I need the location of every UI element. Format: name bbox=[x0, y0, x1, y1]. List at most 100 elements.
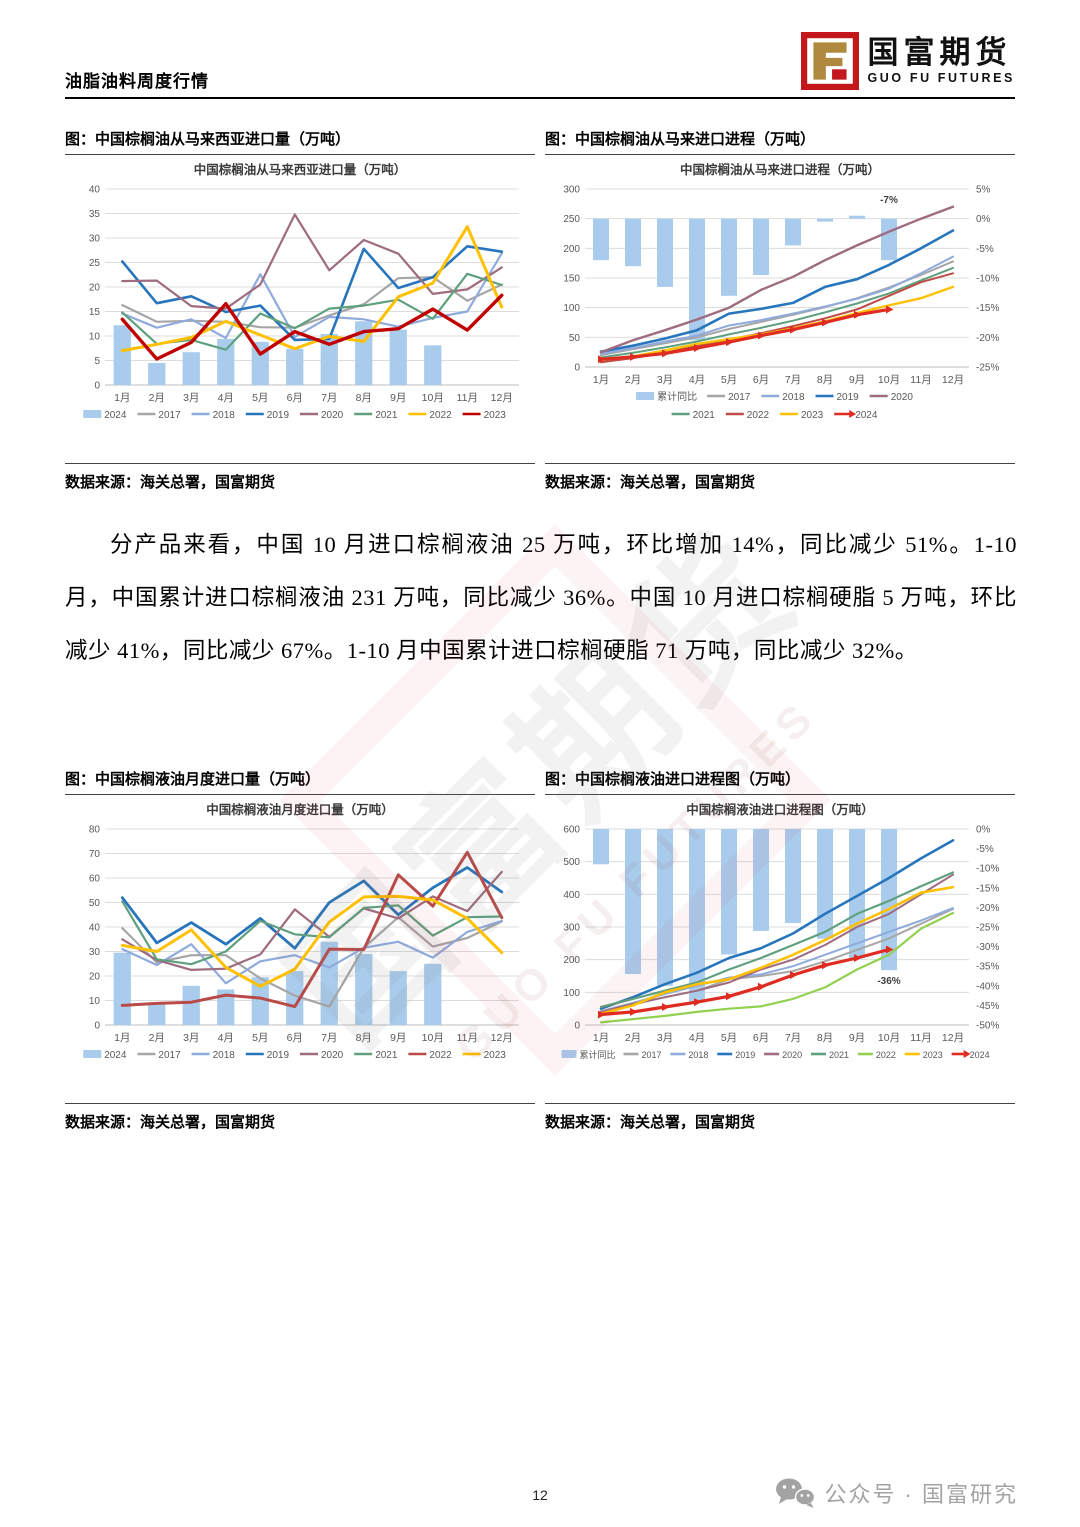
svg-text:400: 400 bbox=[563, 890, 580, 901]
svg-text:200: 200 bbox=[563, 244, 580, 255]
svg-text:9月: 9月 bbox=[849, 374, 865, 386]
svg-text:2024: 2024 bbox=[855, 410, 878, 421]
svg-text:2023: 2023 bbox=[484, 410, 507, 421]
svg-text:2020: 2020 bbox=[891, 392, 914, 403]
svg-text:6月: 6月 bbox=[287, 1032, 303, 1044]
svg-text:40: 40 bbox=[89, 923, 101, 934]
company-logo: 国富期货 GUO FU FUTURES bbox=[801, 32, 1015, 90]
svg-text:2023: 2023 bbox=[801, 410, 824, 421]
svg-text:50: 50 bbox=[89, 898, 101, 909]
chart-my-import-progress: 中国棕榈油从马来进口进程（万吨） 0 50 100 150 200 250 300 5% 0% -5… bbox=[545, 159, 1015, 459]
svg-text:3月: 3月 bbox=[657, 374, 673, 386]
svg-text:中国棕榈液油月度进口量（万吨）: 中国棕榈液油月度进口量（万吨） bbox=[206, 802, 394, 817]
svg-text:-20%: -20% bbox=[976, 903, 999, 914]
svg-text:5月: 5月 bbox=[721, 374, 737, 386]
svg-text:15: 15 bbox=[89, 307, 101, 318]
svg-text:2022: 2022 bbox=[429, 1050, 452, 1061]
analysis-paragraph: 分产品来看，中国 10 月进口棕榈液油 25 万吨，环比增加 14%，同比减少 … bbox=[65, 532, 1017, 663]
figure-title: 图：中国棕榈液油进口进程图（万吨） bbox=[545, 766, 1015, 795]
svg-text:1月: 1月 bbox=[114, 1032, 130, 1044]
wechat-icon bbox=[776, 1478, 816, 1508]
svg-text:10: 10 bbox=[89, 332, 101, 343]
svg-text:3月: 3月 bbox=[183, 1032, 199, 1044]
svg-text:5月: 5月 bbox=[721, 1032, 737, 1044]
svg-text:中国棕榈油从马来西亚进口量（万吨）: 中国棕榈油从马来西亚进口量（万吨） bbox=[194, 162, 407, 177]
figure-palm-olein-cumulative: 图：中国棕榈液油进口进程图（万吨） 中国棕榈液油进口进程图（万吨） 0 100 200… bbox=[545, 766, 1015, 1132]
svg-text:5: 5 bbox=[94, 356, 100, 367]
chart-palm-olein-monthly: 中国棕榈液油月度进口量（万吨） 0 10 20 30 40 50 60 70 80 1月 2月 3月 4月… bbox=[65, 799, 535, 1099]
svg-text:2019: 2019 bbox=[837, 392, 860, 403]
svg-text:3月: 3月 bbox=[183, 392, 199, 404]
svg-text:60: 60 bbox=[89, 874, 101, 885]
svg-text:0: 0 bbox=[574, 1021, 580, 1032]
svg-text:25: 25 bbox=[89, 258, 101, 269]
svg-text:-40%: -40% bbox=[976, 981, 999, 992]
svg-text:4月: 4月 bbox=[689, 1032, 705, 1044]
company-name-en: GUO FU FUTURES bbox=[867, 71, 1015, 86]
svg-text:2018: 2018 bbox=[213, 410, 236, 421]
svg-text:3月: 3月 bbox=[657, 1032, 673, 1044]
page-number: 12 bbox=[532, 1487, 548, 1503]
svg-text:0: 0 bbox=[94, 1021, 100, 1032]
svg-text:2021: 2021 bbox=[693, 410, 716, 421]
svg-text:2019: 2019 bbox=[735, 1050, 755, 1060]
svg-text:30: 30 bbox=[89, 234, 101, 245]
svg-text:2017: 2017 bbox=[641, 1050, 661, 1060]
svg-text:累计同比: 累计同比 bbox=[657, 390, 697, 403]
svg-text:7月: 7月 bbox=[321, 392, 337, 404]
svg-text:2024: 2024 bbox=[970, 1050, 990, 1060]
svg-text:-25%: -25% bbox=[976, 923, 999, 934]
svg-text:2018: 2018 bbox=[213, 1050, 236, 1061]
svg-text:-30%: -30% bbox=[976, 942, 999, 953]
figure-title: 图：中国棕榈油从马来西亚进口量（万吨） bbox=[65, 126, 535, 155]
company-logo-text: 国富期货 GUO FU FUTURES bbox=[867, 37, 1015, 85]
svg-text:2020: 2020 bbox=[321, 1050, 344, 1061]
svg-text:0: 0 bbox=[574, 363, 580, 374]
svg-text:9月: 9月 bbox=[849, 1032, 865, 1044]
svg-text:8月: 8月 bbox=[356, 1032, 372, 1044]
figure-source: 数据来源：海关总署，国富期货 bbox=[545, 1103, 1015, 1132]
svg-text:250: 250 bbox=[563, 214, 580, 225]
svg-text:80: 80 bbox=[89, 825, 101, 836]
svg-text:11月: 11月 bbox=[910, 1032, 931, 1044]
wechat-footer: 公众号 · 国富研究 bbox=[775, 1477, 1018, 1509]
svg-text:12月: 12月 bbox=[491, 1032, 513, 1044]
figure-title: 图：中国棕榈液油月度进口量（万吨） bbox=[65, 766, 535, 795]
svg-text:8月: 8月 bbox=[817, 374, 833, 386]
figure-my-monthly: 图：中国棕榈油从马来西亚进口量（万吨） 中国棕榈油从马来西亚进口量（万吨） 0 5 1… bbox=[65, 126, 535, 492]
svg-text:0%: 0% bbox=[976, 214, 991, 225]
svg-text:12月: 12月 bbox=[942, 1032, 964, 1044]
wechat-account-text: 公众号 · 国富研究 bbox=[824, 1482, 1018, 1507]
svg-text:12月: 12月 bbox=[491, 392, 513, 404]
svg-text:5月: 5月 bbox=[252, 1032, 268, 1044]
svg-text:2022: 2022 bbox=[876, 1050, 896, 1060]
svg-text:100: 100 bbox=[563, 303, 580, 314]
svg-text:11月: 11月 bbox=[910, 374, 931, 386]
svg-text:2019: 2019 bbox=[267, 1050, 290, 1061]
svg-text:-15%: -15% bbox=[976, 303, 999, 314]
document-title: 油脂油料周度行情 bbox=[65, 72, 209, 91]
svg-text:0%: 0% bbox=[976, 825, 991, 836]
svg-text:2021: 2021 bbox=[375, 1050, 398, 1061]
svg-text:11月: 11月 bbox=[457, 1032, 478, 1044]
svg-text:0: 0 bbox=[94, 381, 100, 392]
svg-text:70: 70 bbox=[89, 849, 101, 860]
svg-text:-20%: -20% bbox=[976, 333, 999, 344]
svg-text:-50%: -50% bbox=[976, 1021, 999, 1032]
svg-text:50: 50 bbox=[569, 333, 581, 344]
svg-text:2023: 2023 bbox=[923, 1050, 943, 1060]
svg-text:2024: 2024 bbox=[104, 410, 127, 421]
svg-text:6月: 6月 bbox=[753, 374, 769, 386]
charts-row-bottom: 图：中国棕榈液油月度进口量（万吨） 中国棕榈液油月度进口量（万吨） 0 10 20 30… bbox=[65, 766, 1015, 1132]
figure-my-cumulative: 图：中国棕榈油从马来进口进程（万吨） 中国棕榈油从马来进口进程（万吨） 0 50 10… bbox=[545, 126, 1015, 492]
svg-text:5%: 5% bbox=[976, 185, 991, 196]
svg-text:-10%: -10% bbox=[976, 274, 999, 285]
svg-text:6月: 6月 bbox=[753, 1032, 769, 1044]
svg-text:300: 300 bbox=[563, 923, 580, 934]
svg-text:2018: 2018 bbox=[782, 392, 805, 403]
svg-text:2月: 2月 bbox=[625, 374, 641, 386]
svg-text:7月: 7月 bbox=[785, 1032, 801, 1044]
svg-text:7月: 7月 bbox=[321, 1032, 337, 1044]
chart-svg: 中国棕榈液油进口进程图（万吨） 0 100 200 300 400 500 600 0% -5% -… bbox=[561, 802, 999, 1060]
svg-text:4月: 4月 bbox=[689, 374, 705, 386]
